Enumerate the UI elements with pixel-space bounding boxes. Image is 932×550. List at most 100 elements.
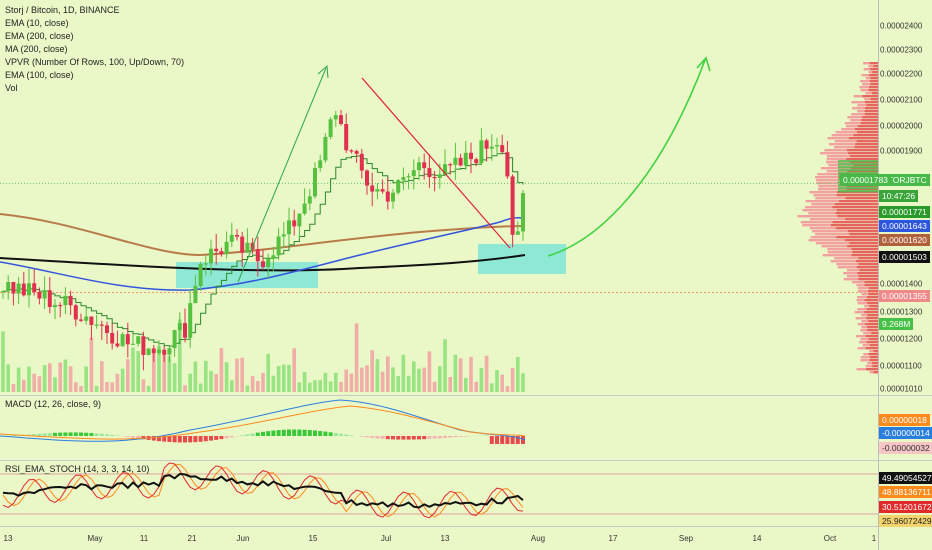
- macd-histogram-bar: [214, 436, 219, 440]
- legend-ema200[interactable]: EMA (200, close): [5, 31, 74, 41]
- vpvr-row-up: [856, 266, 878, 269]
- macd-histogram-bar: [276, 430, 281, 436]
- vpvr-row-up: [857, 272, 878, 275]
- vpvr-row-up: [864, 110, 878, 113]
- volume-bar: [162, 352, 166, 392]
- rsi-badge-1: 49.49054527: [879, 472, 932, 484]
- candle-body: [432, 177, 437, 179]
- candle-body: [437, 174, 442, 178]
- legend-vpvr[interactable]: VPVR (Number Of Rows, 100, Up/Down, 70): [5, 57, 185, 67]
- rsi-title[interactable]: RSI_EMA_STOCH (14, 3, 3, 14, 10): [5, 464, 150, 474]
- vpvr-row-down: [861, 74, 870, 77]
- volume-bar: [172, 363, 177, 392]
- vpvr-row-up: [869, 359, 878, 362]
- macd-histogram-bar: [42, 433, 47, 436]
- poc-badge: 0.00001355: [879, 290, 930, 302]
- candle-body: [47, 290, 52, 308]
- candle-body: [32, 283, 37, 293]
- volume-bar: [126, 359, 130, 392]
- candle-body: [157, 349, 161, 354]
- vpvr-row-down: [826, 155, 850, 158]
- macd-histogram-bar: [79, 432, 83, 436]
- legend-ema10[interactable]: EMA (10, close): [5, 18, 69, 28]
- volume-bar: [495, 370, 499, 392]
- macd-histogram-bar: [510, 436, 515, 444]
- vpvr-row-down: [854, 311, 865, 314]
- vpvr-row-down: [859, 86, 870, 89]
- y-tick: 0.00002200: [880, 69, 923, 79]
- candle-body: [172, 330, 177, 349]
- vpvr-row-up: [849, 242, 878, 245]
- x-tick: 15: [308, 534, 318, 543]
- volume-bar: [370, 350, 374, 392]
- vpvr-row-up: [864, 284, 878, 287]
- vpvr-row-up: [871, 332, 878, 335]
- ema10-value: 0.00001771: [882, 207, 927, 217]
- macd-histogram-bar: [339, 433, 343, 436]
- vpvr-row-up: [852, 251, 878, 254]
- price-axis[interactable]: [878, 0, 932, 550]
- macd-histogram-bar: [136, 436, 141, 439]
- candle-body: [1, 291, 5, 293]
- volume-bar: [115, 373, 120, 392]
- macd-histogram-bar: [141, 436, 146, 440]
- macd-histogram-bar: [188, 436, 193, 443]
- volume-bar: [6, 364, 10, 392]
- volume-bar: [297, 382, 302, 392]
- legend-vol[interactable]: Vol: [5, 83, 18, 93]
- candle-body: [89, 316, 94, 325]
- candle-body: [401, 177, 406, 181]
- vpvr-row-down: [865, 77, 871, 80]
- x-tick: 13: [440, 534, 450, 543]
- rsi-value-2: 48.88136711: [882, 487, 932, 497]
- pane-separator[interactable]: [0, 395, 932, 396]
- candle-body: [443, 164, 447, 175]
- macd-histogram-bar: [391, 436, 395, 440]
- x-tick: 13: [3, 534, 13, 543]
- vpvr-row-down: [835, 131, 857, 134]
- vpvr-row-down: [797, 215, 838, 218]
- vpvr-row-value-area: [838, 163, 878, 166]
- symbol-title[interactable]: Storj / Bitcoin, 1D, BINANCE: [5, 5, 120, 15]
- y-tick: 0.00001010: [880, 384, 923, 394]
- macd-histogram-bar: [292, 429, 297, 436]
- legend-ema100[interactable]: EMA (100, close): [5, 70, 74, 80]
- ma200-value: 0.00001503: [882, 252, 927, 262]
- macd-title[interactable]: MACD (12, 26, close, 9): [5, 399, 102, 409]
- macd-histogram-bar: [344, 434, 349, 436]
- candle-body: [380, 189, 385, 192]
- volume-bar: [401, 354, 406, 392]
- vpvr-row-up: [851, 254, 878, 257]
- candle-body: [484, 140, 489, 149]
- symbol-badge-value: 0.00001783: [843, 175, 888, 185]
- volume-bar: [464, 377, 468, 392]
- volume-bar: [178, 319, 182, 392]
- vpvr-row-up: [872, 71, 878, 74]
- candle-body: [427, 168, 432, 178]
- vpvr-row-down: [831, 134, 854, 137]
- volume-bar: [136, 351, 140, 392]
- vpvr-row-down: [814, 233, 850, 236]
- volume-bar: [458, 358, 463, 392]
- vpvr-row-up: [835, 227, 878, 230]
- macd-badge-1: 0.00000018: [879, 414, 930, 426]
- macd-histogram-bar: [32, 434, 37, 436]
- vpvr-row-up: [849, 155, 878, 158]
- candle-body: [219, 251, 224, 255]
- ema100-line: [0, 216, 526, 291]
- macd-histogram-bar: [484, 435, 489, 436]
- arrow-head: [696, 56, 711, 72]
- volume-bar: [427, 351, 432, 392]
- trend-line-down: [361, 77, 511, 249]
- macd-histogram-bar: [162, 436, 167, 442]
- vpvr-row-up: [868, 320, 878, 323]
- vpvr-row-down: [816, 179, 843, 182]
- candle-body: [162, 349, 167, 355]
- vpvr-row-up: [865, 335, 878, 338]
- candle-body: [53, 304, 57, 308]
- pane-separator[interactable]: [0, 460, 932, 461]
- price-chart[interactable]: [0, 0, 878, 550]
- candle-body: [63, 295, 68, 306]
- legend-ma200[interactable]: MA (200, close): [5, 44, 68, 54]
- volume-bar: [120, 368, 125, 392]
